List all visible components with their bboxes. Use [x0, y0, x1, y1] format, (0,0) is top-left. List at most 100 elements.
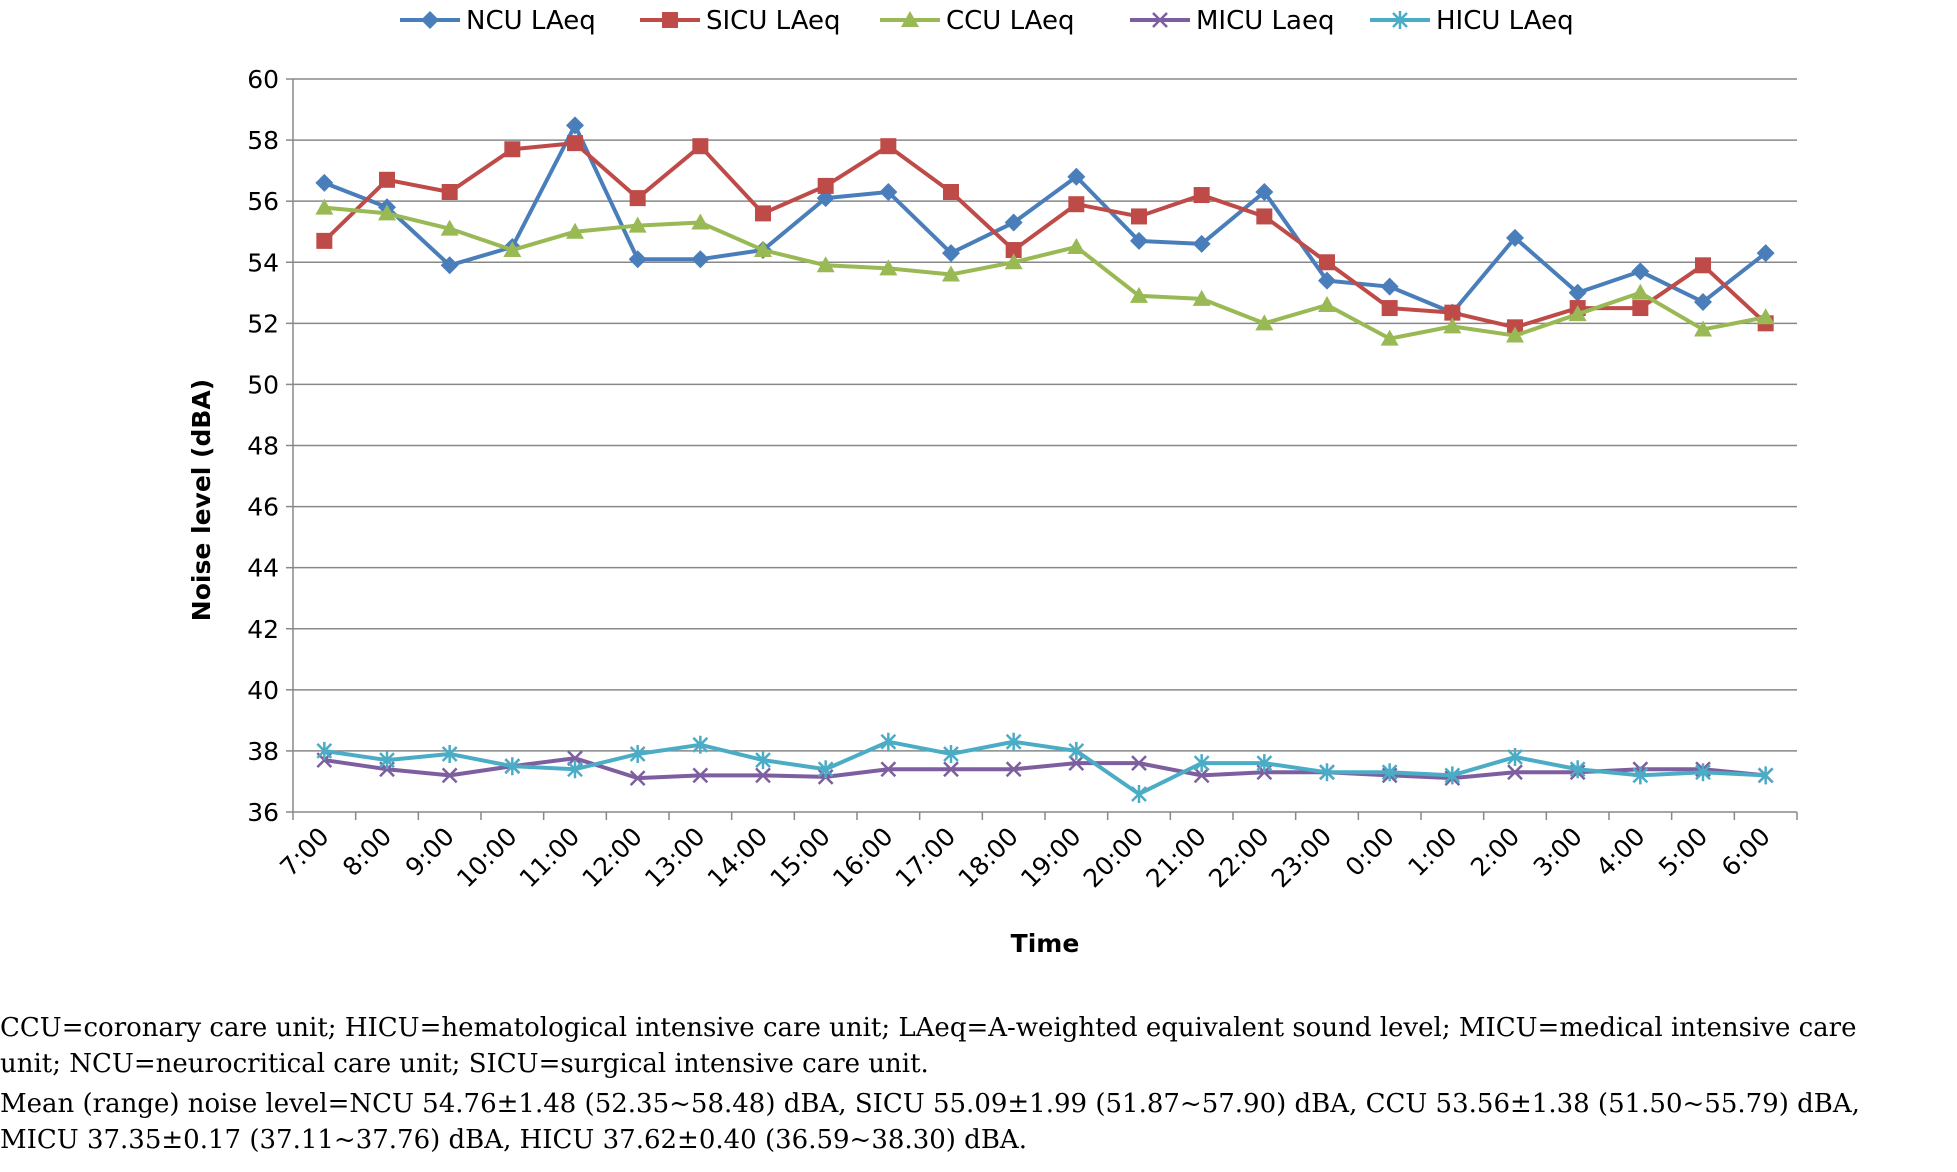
data-point [628, 216, 647, 233]
data-point [755, 767, 771, 784]
data-point [567, 135, 583, 152]
data-point [1131, 755, 1147, 772]
x-tick-label: 11:00 [514, 822, 585, 893]
legend-label: CCU LAeq [946, 6, 1075, 36]
x-tick-label: 0:00 [1340, 822, 1400, 882]
data-point [1380, 277, 1399, 296]
data-point [1004, 213, 1023, 232]
x-tick-label: 17:00 [890, 822, 961, 893]
data-point [441, 184, 458, 201]
data-point [441, 767, 458, 784]
y-axis-title: Noise level (dBA) [187, 379, 216, 621]
legend-label: SICU LAeq [706, 6, 841, 36]
data-point [880, 138, 897, 155]
x-tick-label: 23:00 [1266, 822, 1337, 893]
data-point [441, 744, 458, 763]
data-point [1131, 208, 1147, 225]
x-tick-label: 16:00 [827, 822, 898, 893]
data-point [1694, 292, 1712, 311]
data-point [504, 757, 521, 776]
y-tick-label: 58 [247, 126, 279, 155]
data-point [1192, 234, 1211, 253]
data-point [816, 256, 835, 273]
y-tick-label: 38 [247, 737, 279, 766]
data-point [817, 177, 834, 194]
data-point [1568, 283, 1587, 302]
data-point [1380, 329, 1399, 346]
data-point [943, 184, 959, 201]
data-point [1632, 766, 1649, 785]
series-hicu-laeq [316, 732, 1774, 803]
data-point [315, 198, 334, 215]
legend-marker [901, 11, 919, 27]
data-point [1631, 283, 1650, 300]
data-point [755, 205, 771, 222]
legend-entry: MICU Laeq [1130, 6, 1334, 36]
y-tick-label: 40 [247, 676, 279, 705]
data-point [1193, 187, 1210, 204]
data-point [1068, 196, 1085, 213]
x-tick-label: 18:00 [952, 822, 1023, 893]
y-tick-label: 42 [247, 615, 279, 644]
series-ncu-laeq [315, 116, 1775, 322]
data-point [1193, 767, 1210, 784]
data-point [942, 265, 960, 282]
x-tick-label: 13:00 [639, 822, 710, 893]
legend-entry: CCU LAeq [880, 6, 1075, 36]
y-tick-label: 60 [247, 65, 279, 94]
data-point [1319, 254, 1335, 271]
data-point [1004, 253, 1023, 270]
footnote-line-3: Mean (range) noise level=NCU 54.76±1.48 … [0, 1089, 1860, 1119]
data-point [1067, 237, 1086, 254]
legend-marker [662, 12, 678, 28]
y-tick-label: 44 [247, 554, 279, 583]
data-point [943, 744, 959, 763]
data-point [1631, 262, 1650, 281]
data-point [503, 241, 522, 258]
x-tick-label: 22:00 [1203, 822, 1274, 893]
series-line [323, 123, 1767, 315]
data-point [1506, 228, 1524, 247]
data-point [628, 250, 647, 269]
data-point [1756, 308, 1775, 325]
legend-label: HICU LAeq [1436, 6, 1574, 36]
gridlines [292, 78, 1797, 813]
data-point [880, 732, 897, 751]
data-point [566, 222, 584, 239]
data-point [629, 770, 646, 786]
legend-label: MICU Laeq [1196, 6, 1334, 36]
data-point [1507, 764, 1523, 781]
y-tick-label: 46 [247, 493, 279, 522]
series-lines [315, 116, 1775, 803]
data-point [1695, 257, 1711, 274]
data-point [879, 259, 898, 276]
data-point [691, 213, 710, 230]
data-point [1130, 231, 1148, 250]
footnote-line-2: unit; NCU=neurocritical care unit; SICU=… [0, 1049, 929, 1079]
x-tick-label: 19:00 [1015, 822, 1086, 893]
data-point [1255, 183, 1274, 202]
legend-marker [421, 11, 439, 29]
data-point [1569, 760, 1586, 779]
legend-entry: SICU LAeq [640, 6, 841, 36]
data-point [1444, 766, 1461, 785]
x-tick-label: 21:00 [1140, 822, 1211, 893]
data-point [1005, 761, 1022, 778]
data-point [1381, 763, 1398, 782]
data-point [1256, 754, 1273, 773]
legend-label: NCU LAeq [466, 6, 596, 36]
legend-marker [1152, 12, 1168, 28]
data-point [755, 751, 771, 770]
series-line [324, 205, 1767, 341]
series-line [324, 756, 1766, 781]
data-point [942, 244, 960, 263]
x-tick-label: 4:00 [1590, 822, 1650, 882]
data-point [316, 741, 333, 760]
x-tick-label: 6:00 [1716, 822, 1776, 882]
data-point [817, 760, 834, 779]
data-point [629, 190, 646, 207]
data-point [692, 138, 709, 155]
data-point [1068, 741, 1085, 760]
x-tick-label: 7:00 [274, 822, 334, 882]
x-tick-label: 1:00 [1402, 822, 1462, 882]
